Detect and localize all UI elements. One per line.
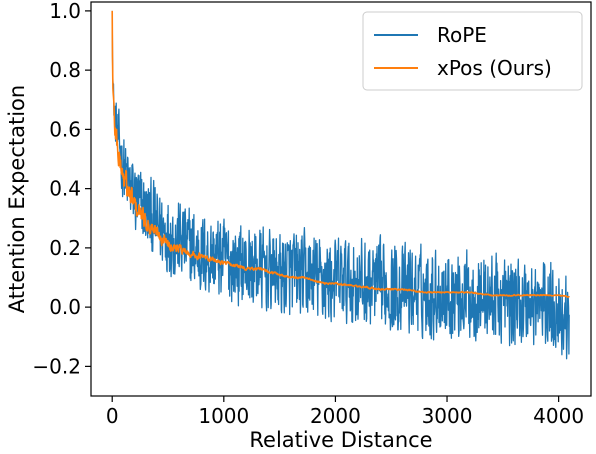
x-tick-label: 4000: [533, 404, 584, 428]
series-line-rope: [111, 10, 570, 360]
plot-frame: [90, 1, 592, 397]
series-layer: [111, 10, 570, 360]
legend: RoPE xPos (Ours): [362, 11, 583, 91]
y-axis-title: Attention Expectation: [5, 85, 29, 313]
legend-box: [362, 11, 583, 91]
y-tick-label: 1.0: [49, 0, 81, 23]
y-tick-label: 0.4: [49, 177, 81, 201]
series-line-xpos: [111, 10, 570, 299]
y-tick-label: 0.2: [49, 236, 81, 260]
y-tick-label: −0.2: [32, 354, 81, 378]
x-axis-title: Relative Distance: [249, 428, 432, 452]
axis-layer: 0 1000 2000 3000 4000 −0.2 0.0 0.2 0.4 0.6 0.8 1.0: [32, 0, 584, 428]
x-tick-label: 1000: [198, 404, 249, 428]
x-tick-label: 0: [106, 404, 119, 428]
x-tick-label: 2000: [310, 404, 361, 428]
y-tick-label: 0.8: [49, 58, 81, 82]
legend-label-rope: RoPE: [437, 23, 487, 47]
legend-label-xpos: xPos (Ours): [437, 56, 552, 80]
y-tick-label: 0.6: [49, 117, 81, 141]
y-tick-label: 0.0: [49, 295, 81, 319]
x-tick-label: 3000: [422, 404, 473, 428]
